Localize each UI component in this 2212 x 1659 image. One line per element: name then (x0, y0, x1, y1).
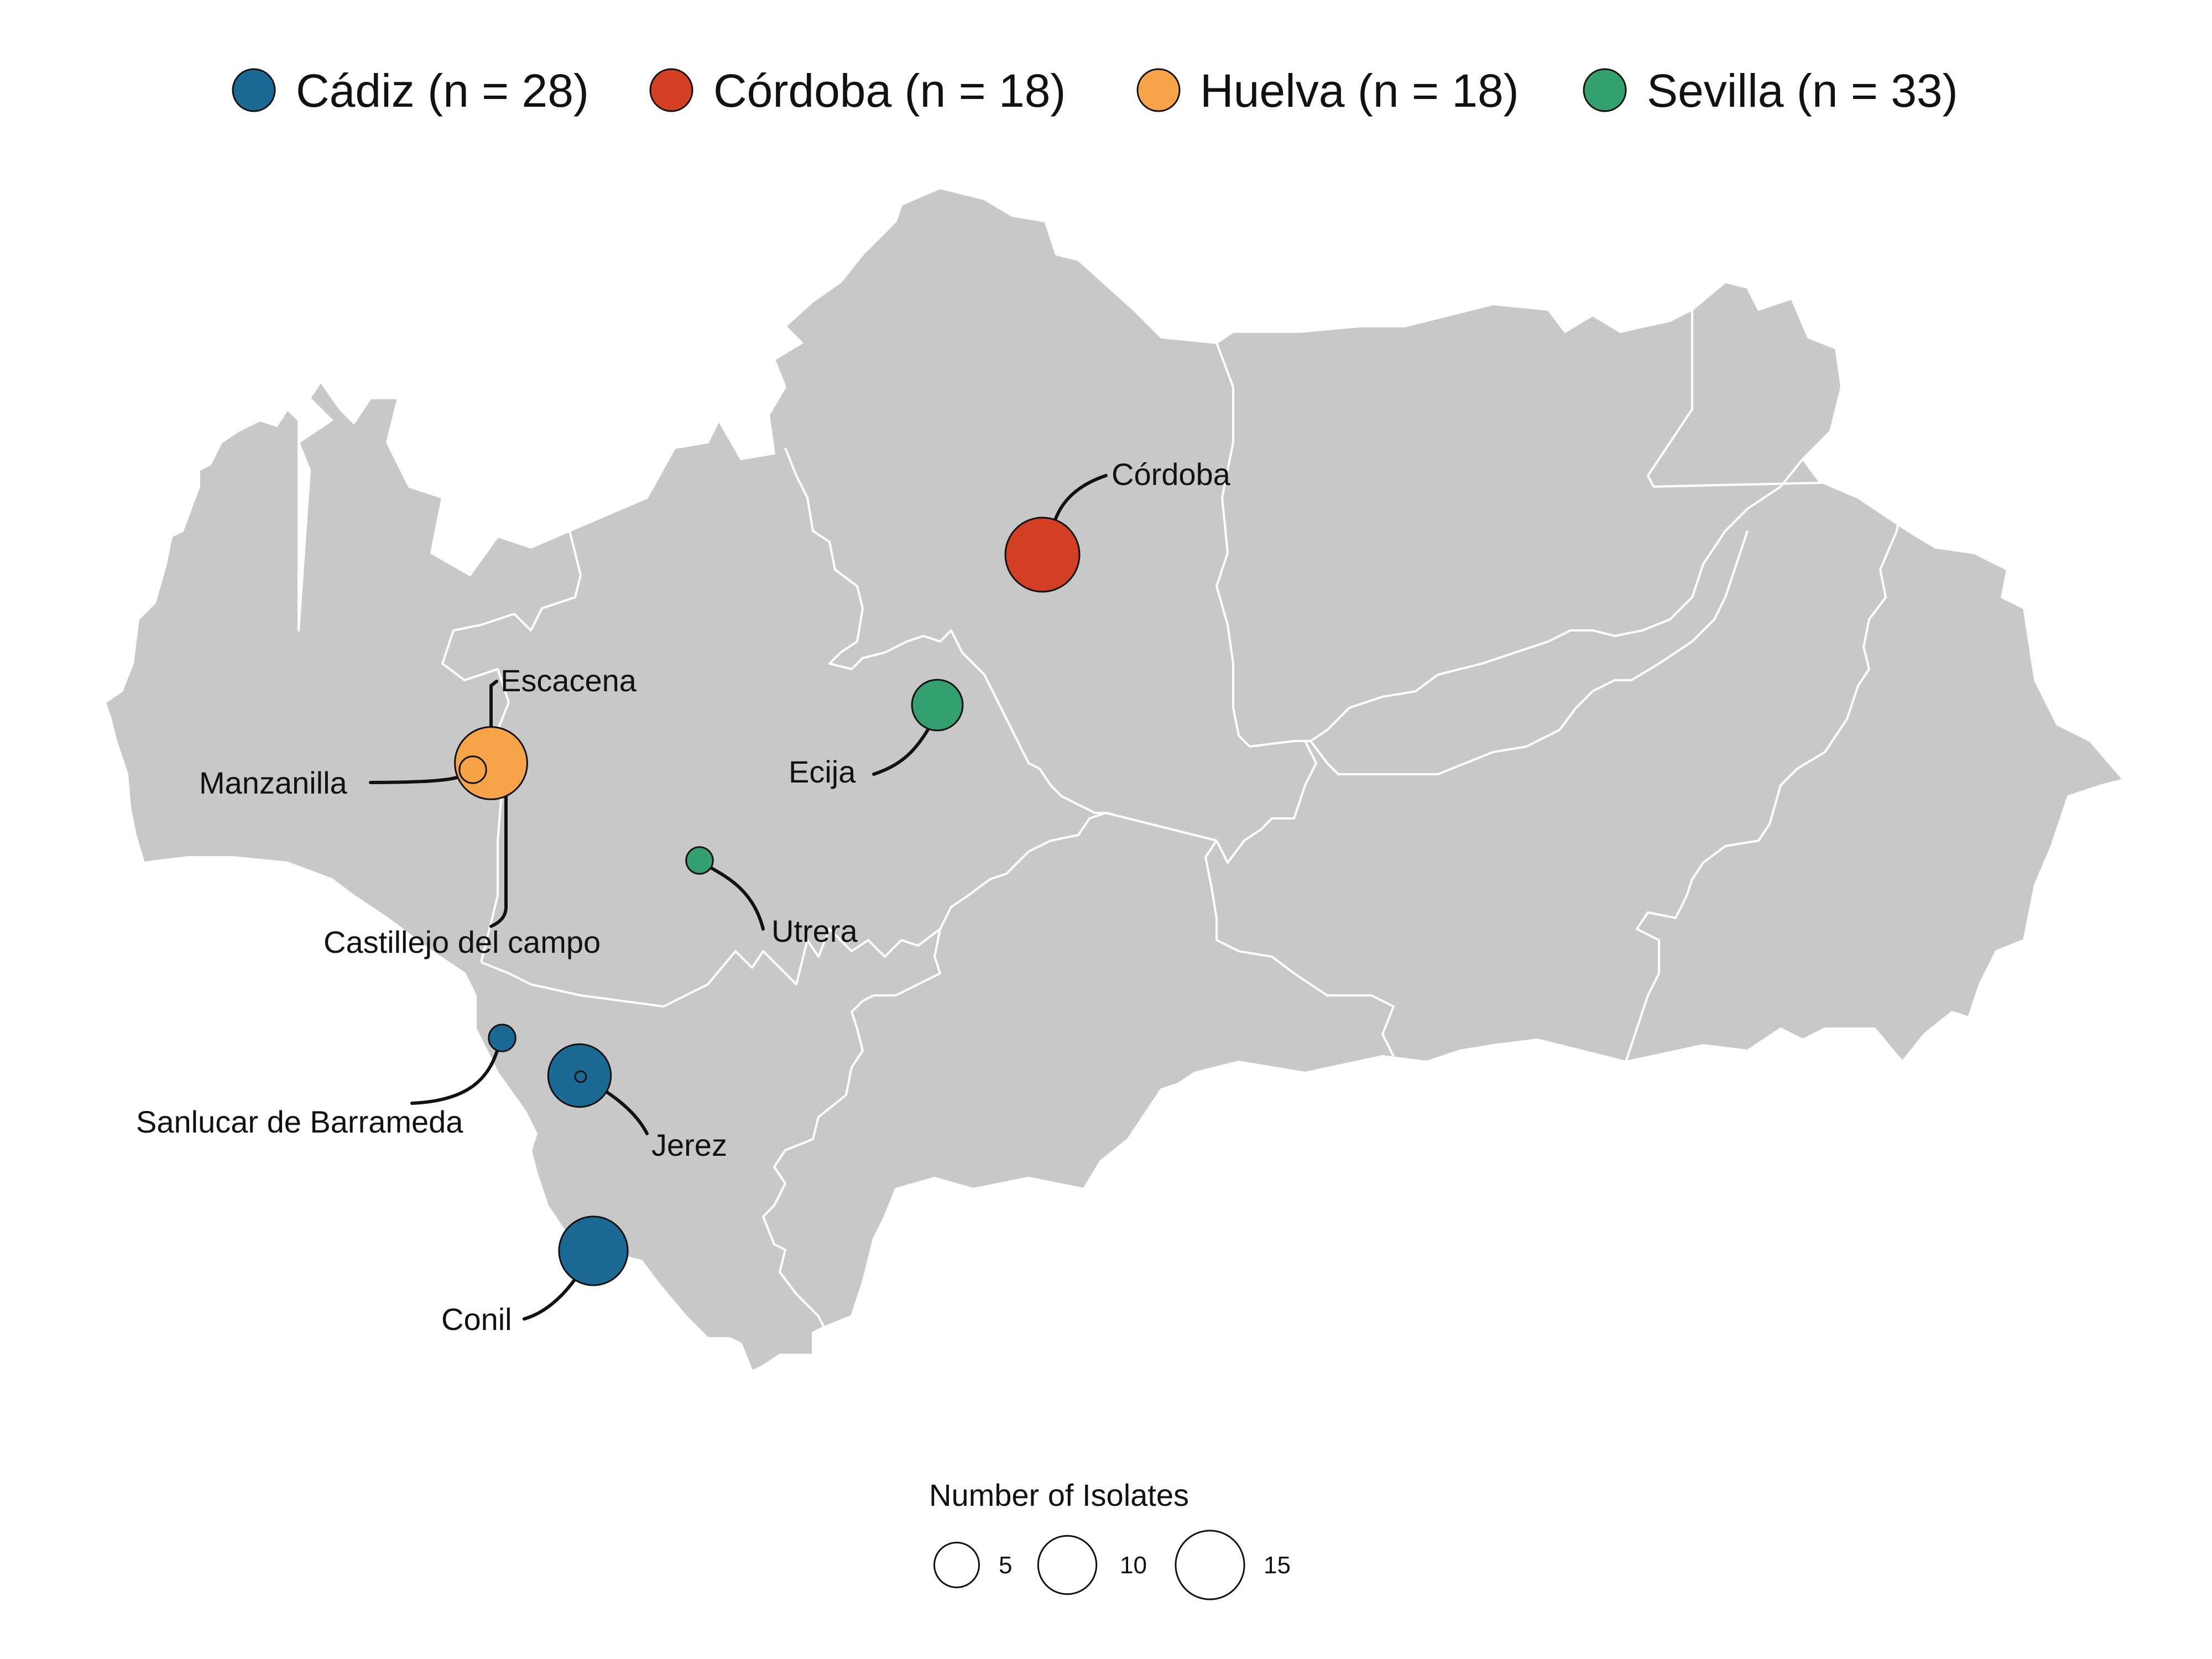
label-manzanilla: Manzanilla (199, 765, 348, 800)
legend-item-sevilla: Sevilla (n = 33) (1583, 65, 1958, 117)
leader-sanlucar (410, 1038, 502, 1105)
marker-conil[interactable] (558, 1215, 629, 1286)
border-granada-almeria (1625, 310, 1903, 1062)
marker-jerez[interactable] (547, 1043, 612, 1108)
legend-label-sevilla: Sevilla (n = 33) (1647, 65, 1958, 117)
label-conil: Conil (441, 1302, 512, 1337)
border-cadiz-malaga (762, 928, 941, 1328)
label-escacena: Escacena (500, 663, 637, 698)
legend-label-huelva: Huelva (n = 18) (1200, 65, 1519, 117)
legend-label-cadiz: Cádiz (n = 28) (296, 65, 589, 117)
legend-key-huelva (1136, 68, 1181, 112)
border-cordoba-jaen (1215, 342, 1804, 748)
legend-label-cordoba: Córdoba (n = 18) (713, 65, 1066, 117)
marker-utrera[interactable] (685, 846, 714, 875)
legend-key-cordoba (649, 68, 693, 112)
andalusia-map (104, 187, 2125, 1373)
size-key-10 (1037, 1535, 1098, 1595)
border-sevilla-cordoba (784, 447, 1217, 842)
label-castillejo: Castillejo del campo (324, 925, 601, 959)
legend-item-cadiz: Cádiz (n = 28) (232, 65, 589, 117)
size-key-15 (1175, 1530, 1245, 1600)
size-key-15-label: 15 (1264, 1552, 1291, 1579)
marker-cordoba[interactable] (1004, 517, 1081, 593)
legend-key-sevilla (1583, 68, 1627, 112)
border-huelva-sevilla (441, 530, 582, 963)
label-jerez: Jerez (651, 1128, 727, 1162)
marker-manzanilla[interactable] (458, 755, 487, 784)
province-legend: Cádiz (n = 28) Córdoba (n = 18) Huelva (… (232, 65, 1958, 117)
legend-key-cadiz (232, 68, 276, 112)
border-malaga-granada (1204, 839, 1395, 1057)
label-utrera: Utrera (771, 914, 858, 948)
size-legend-title: Number of Isolates (929, 1478, 1189, 1512)
border-jaen-granada (1310, 530, 1749, 775)
size-key-5 (933, 1542, 980, 1588)
label-sanlucar: Sanlucar de Barrameda (136, 1104, 463, 1139)
legend-item-cordoba: Córdoba (n = 18) (649, 65, 1066, 117)
isolate-markers (454, 517, 1081, 1286)
marker-sanlucar[interactable] (488, 1024, 517, 1052)
leader-castillejo (489, 777, 508, 928)
size-key-5-label: 5 (999, 1552, 1012, 1579)
size-legend: Number of Isolates 5 10 15 (929, 1478, 1291, 1600)
border-cordoba-malaga (1215, 740, 1317, 864)
marker-ecija[interactable] (911, 679, 964, 732)
label-ecija: Ecija (789, 754, 856, 789)
place-labels: Córdoba Ecija Escacena Manzanilla Castil… (136, 457, 1231, 1337)
legend-item-huelva: Huelva (n = 18) (1136, 65, 1519, 117)
size-key-10-label: 10 (1120, 1552, 1147, 1579)
region-andalusia (104, 187, 2125, 1373)
border-sevilla-cadiz (481, 812, 1107, 1008)
label-cordoba: Córdoba (1112, 457, 1231, 492)
marker-jerez-inner[interactable] (574, 1070, 587, 1083)
